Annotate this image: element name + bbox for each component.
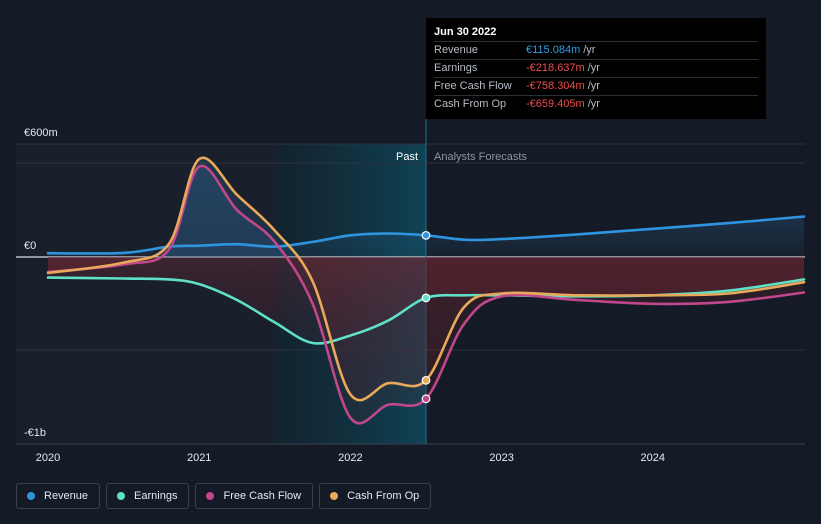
legend-label: Cash From Op [347, 490, 420, 502]
tooltip-row-free-cash-flow: Free Cash Flow -€758.304m /yr [434, 77, 758, 95]
tooltip-unit: /yr [587, 80, 600, 92]
series-line-revenue [46, 215, 806, 255]
legend-item-revenue[interactable]: Revenue [16, 483, 101, 509]
tooltip-label: Earnings [434, 62, 478, 74]
y-tick-label: €0 [24, 240, 36, 252]
tooltip-row-earnings: Earnings -€218.637m /yr [434, 59, 758, 77]
x-tick-label: 2020 [36, 452, 60, 464]
legend-label: Revenue [44, 490, 89, 502]
tooltip-row-revenue: Revenue €115.084m /yr [434, 41, 758, 59]
tooltip-value: -€218.637m [526, 62, 585, 74]
x-tick-label: 2023 [489, 452, 513, 464]
marker-earnings [421, 293, 431, 303]
legend-label: Earnings [134, 490, 178, 502]
tooltip-unit: /yr [583, 44, 596, 56]
tooltip-value: -€659.405m [526, 98, 585, 110]
marker-revenue [421, 230, 431, 240]
legend-dot-icon [330, 492, 339, 500]
legend-item-free-cash-flow[interactable]: Free Cash Flow [195, 483, 314, 509]
area-positive-cash-from-op [48, 157, 804, 257]
marker-free-cash-flow [421, 394, 431, 404]
tooltip-date: Jun 30 2022 [434, 26, 497, 38]
region-label-past: Past [396, 151, 418, 163]
legend-item-earnings[interactable]: Earnings [106, 483, 190, 509]
tooltip-label: Free Cash Flow [434, 80, 512, 92]
legend-dot-icon [27, 492, 35, 500]
tooltip-value: €115.084m [526, 44, 581, 56]
y-tick-label: €600m [24, 127, 58, 139]
tooltip: Jun 30 2022 Revenue €115.084m /yr Earnin… [426, 18, 766, 119]
x-tick-label: 2022 [338, 452, 362, 464]
tooltip-unit: /yr [587, 98, 600, 110]
series-line-cash-from-op [46, 156, 806, 402]
legend-item-cash-from-op[interactable]: Cash From Op [319, 483, 432, 509]
tooltip-row-cash-from-op: Cash From Op -€659.405m /yr [434, 95, 758, 113]
x-tick-label: 2021 [187, 452, 211, 464]
tooltip-label: Revenue [434, 44, 479, 56]
legend-label: Free Cash Flow [223, 490, 302, 502]
tooltip-label: Cash From Op [434, 98, 507, 110]
tooltip-value: -€758.304m [526, 80, 585, 92]
y-tick-label: -€1b [24, 427, 46, 439]
marker-cash-from-op [421, 375, 431, 385]
tooltip-unit: /yr [587, 62, 600, 74]
region-label-forecast: Analysts Forecasts [434, 151, 527, 163]
legend-dot-icon [117, 492, 126, 500]
area-negative-cash-from-op [48, 257, 804, 401]
legend: Revenue Earnings Free Cash Flow Cash Fro… [16, 483, 432, 511]
legend-dot-icon [206, 492, 215, 500]
series-line-free-cash-flow [46, 164, 806, 425]
x-tick-label: 2024 [641, 452, 665, 464]
